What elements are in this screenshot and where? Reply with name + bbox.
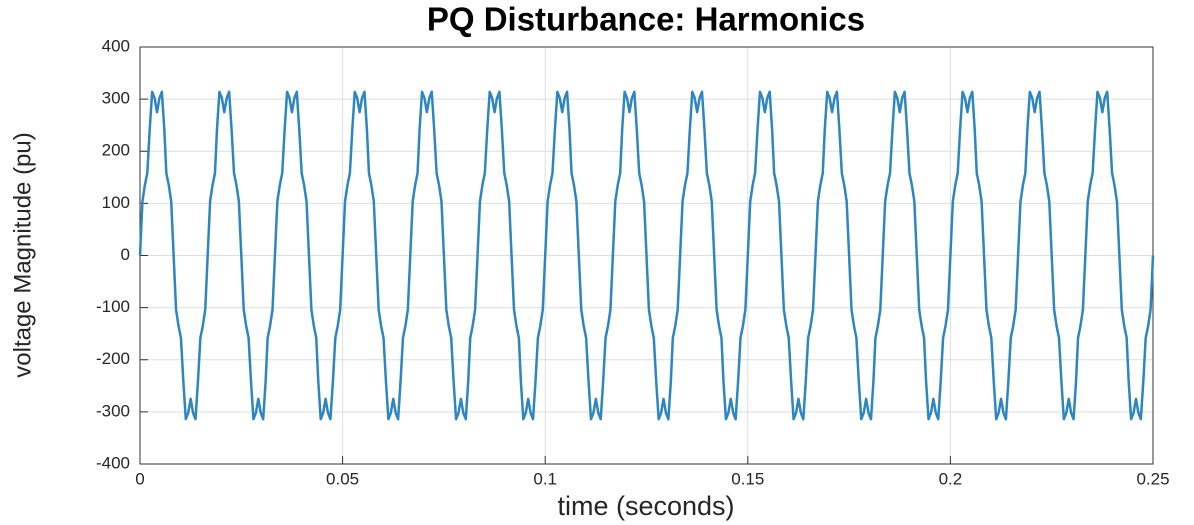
x-axis-label: time (seconds) — [557, 491, 734, 521]
y-tick-label: -300 — [96, 401, 130, 420]
y-tick-label: 400 — [102, 36, 130, 55]
x-tick-label: 0.1 — [533, 469, 557, 488]
y-tick-label: -400 — [96, 453, 130, 472]
y-tick-label: -200 — [96, 349, 130, 368]
x-tick-label: 0.05 — [326, 469, 359, 488]
y-axis-label: voltage Magnitude (pu) — [9, 132, 36, 377]
y-tick-label: 300 — [102, 89, 130, 108]
series-line — [138, 90, 1155, 421]
x-tick-label: 0.25 — [1136, 469, 1169, 488]
y-tick-label: 0 — [121, 245, 130, 264]
y-tick-label: 200 — [102, 141, 130, 160]
y-tick-label: -100 — [96, 297, 130, 316]
x-tick-label: 0.15 — [731, 469, 764, 488]
x-tick-label: 0.2 — [939, 469, 963, 488]
x-tick-label: 0 — [135, 469, 144, 488]
y-tick-label: 100 — [102, 193, 130, 212]
chart-title: PQ Disturbance: Harmonics — [427, 1, 865, 38]
